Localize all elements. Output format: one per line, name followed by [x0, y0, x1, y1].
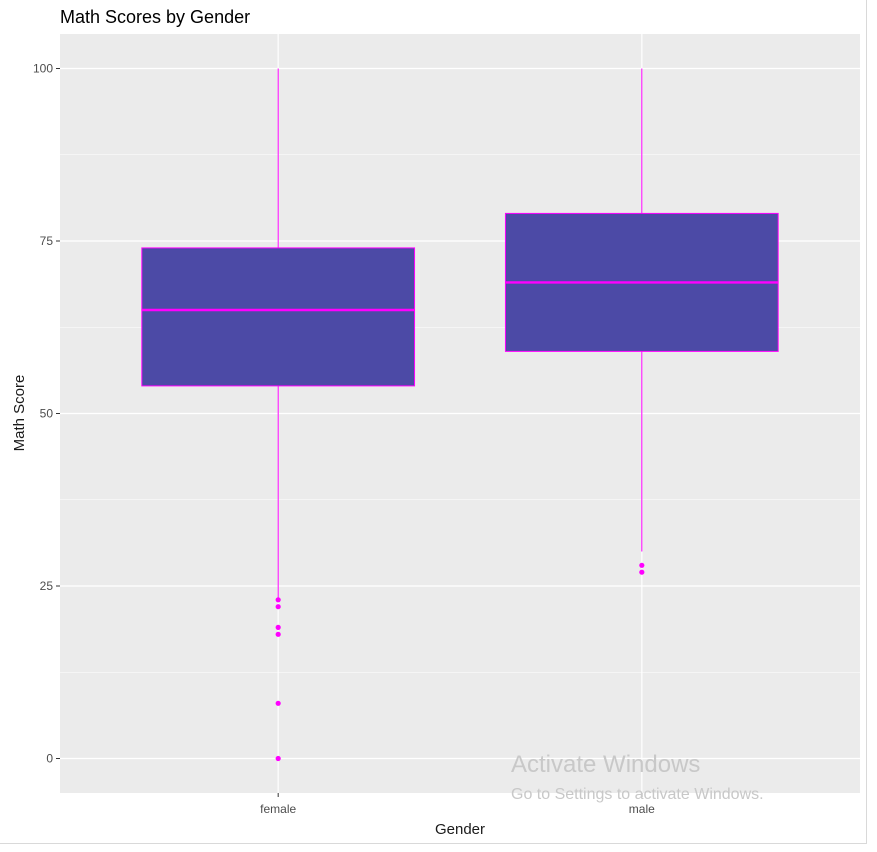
y-tick-label: 75 — [40, 234, 54, 248]
x-axis-ticks: female male — [260, 793, 655, 816]
outlier-point — [275, 624, 281, 631]
y-tick-label: 25 — [40, 579, 54, 593]
x-tick-label: male — [629, 802, 655, 816]
y-axis-ticks: 0 25 50 75 100 — [33, 62, 60, 766]
y-axis-title: Math Score — [11, 375, 28, 452]
y-tick-label: 50 — [40, 407, 54, 421]
outlier-point — [639, 562, 645, 568]
outlier-point — [275, 755, 281, 762]
outlier-point — [639, 569, 645, 575]
x-axis-title: Gender — [435, 821, 485, 838]
x-tick-label: female — [260, 802, 296, 816]
box-female — [141, 68, 416, 762]
box-series — [141, 68, 779, 762]
grid-major — [60, 34, 860, 793]
box-male — [504, 68, 779, 575]
outlier-point — [275, 631, 281, 637]
box-iqr — [141, 247, 416, 387]
y-tick-label: 0 — [46, 752, 53, 766]
watermark-title: Activate Windows — [511, 751, 700, 778]
y-tick-label: 100 — [33, 62, 53, 76]
chart-title: Math Scores by Gender — [60, 7, 250, 27]
outlier-point — [275, 604, 281, 610]
watermark-subtitle: Go to Settings to activate Windows. — [511, 786, 764, 803]
outlier-point — [275, 700, 281, 706]
outlier-point — [275, 597, 281, 603]
